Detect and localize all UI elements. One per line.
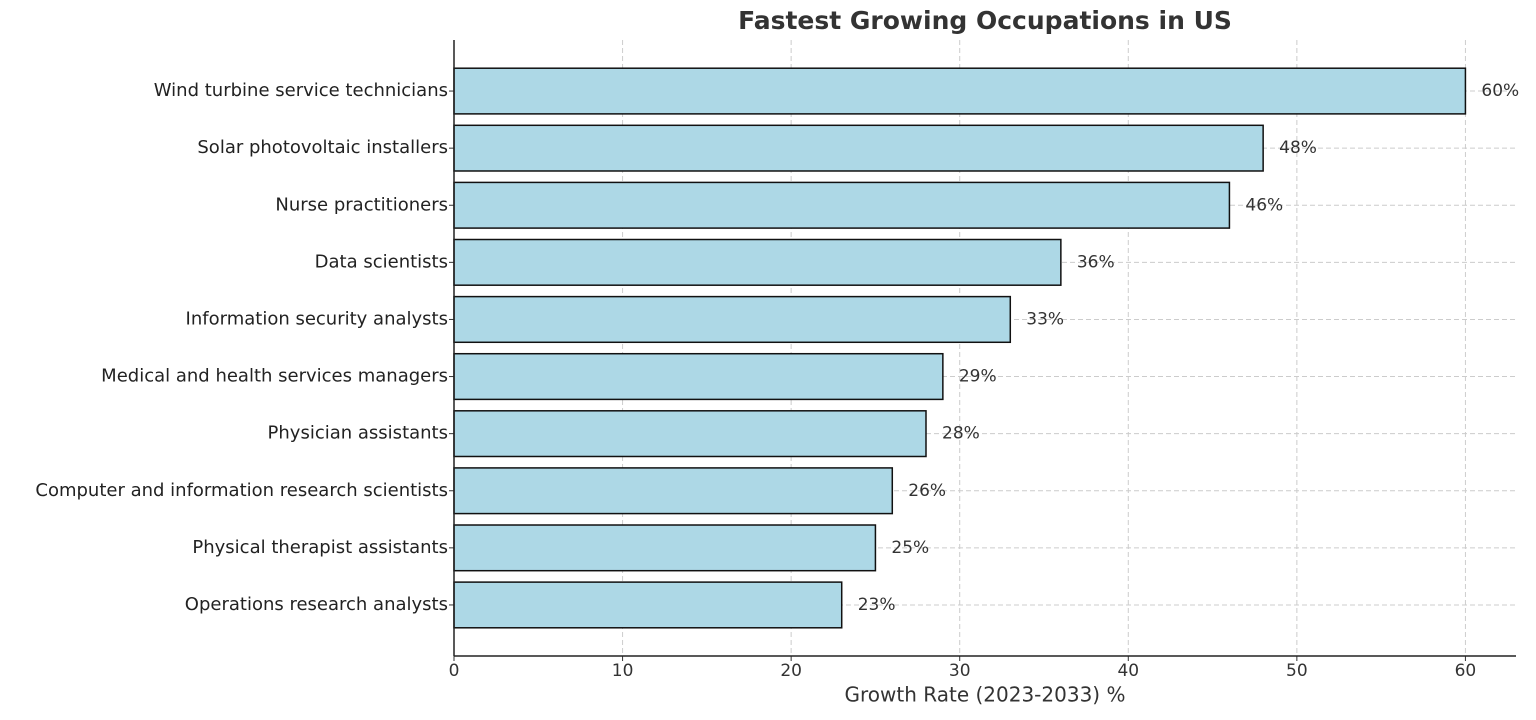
bar [453,410,927,458]
value-label: 46% [1245,195,1283,215]
y-tick-label: Computer and information research scient… [35,480,448,501]
value-label: 29% [959,367,997,387]
value-label: 36% [1077,252,1115,272]
x-tick-label: 0 [449,661,460,681]
bar [453,238,1062,286]
y-tick-label: Medical and health services managers [101,366,448,387]
y-tick-label: Solar photovoltaic installers [197,137,448,158]
value-label: 25% [891,538,929,558]
bar [453,467,894,515]
y-tick-label: Information security analysts [186,308,448,329]
x-tick-label: 60 [1455,661,1477,681]
value-label: 23% [858,595,896,615]
y-tick-label: Data scientists [315,251,448,272]
value-label: 60% [1481,81,1519,101]
y-tick-label: Physician assistants [268,423,448,444]
bar [453,124,1264,172]
x-tick-label: 20 [780,661,802,681]
y-tick-label: Wind turbine service technicians [154,80,448,101]
bar [453,524,877,572]
chart-title: Fastest Growing Occupations in US [738,6,1232,35]
y-tick-label: Nurse practitioners [275,194,448,215]
bar [453,352,944,401]
bar [453,295,1012,344]
value-label: 33% [1026,309,1064,329]
x-tick-label: 10 [612,661,634,681]
x-tick-label: 40 [1117,661,1139,681]
y-tick-label: Physical therapist assistants [192,537,448,558]
bar [453,181,1231,229]
bar [453,67,1467,115]
y-tick-label: Operations research analysts [185,594,448,615]
value-label: 28% [942,424,980,444]
x-tick-label: 50 [1286,661,1308,681]
value-label: 48% [1279,138,1317,158]
x-tick-label: 30 [949,661,971,681]
bar [453,581,843,629]
x-axis-label: Growth Rate (2023-2033) % [845,683,1126,707]
value-label: 26% [908,481,946,501]
